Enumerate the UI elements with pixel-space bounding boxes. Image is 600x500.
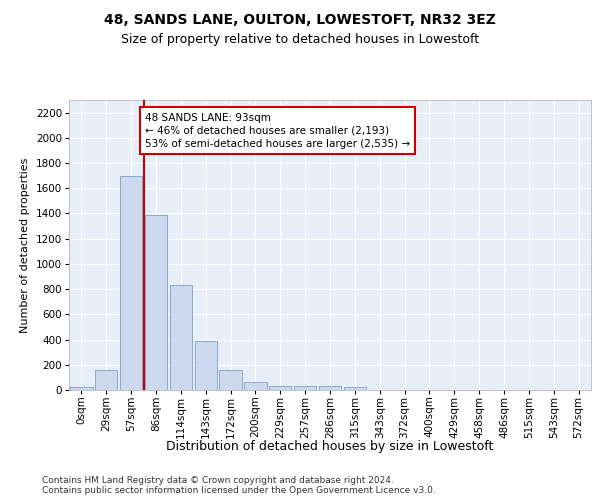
Bar [294, 386, 316, 390]
Bar [95, 370, 118, 390]
Text: Size of property relative to detached houses in Lowestoft: Size of property relative to detached ho… [121, 32, 479, 46]
Bar [70, 388, 92, 390]
Bar [194, 342, 217, 390]
Text: Contains HM Land Registry data © Crown copyright and database right 2024.
Contai: Contains HM Land Registry data © Crown c… [42, 476, 436, 495]
Bar [319, 386, 341, 390]
Y-axis label: Number of detached properties: Number of detached properties [20, 158, 30, 332]
X-axis label: Distribution of detached houses by size in Lowestoft: Distribution of detached houses by size … [166, 440, 494, 454]
Text: 48, SANDS LANE, OULTON, LOWESTOFT, NR32 3EZ: 48, SANDS LANE, OULTON, LOWESTOFT, NR32 … [104, 12, 496, 26]
Bar [120, 176, 142, 390]
Bar [269, 386, 292, 390]
Bar [244, 382, 266, 390]
Bar [170, 284, 192, 390]
Text: 48 SANDS LANE: 93sqm
← 46% of detached houses are smaller (2,193)
53% of semi-de: 48 SANDS LANE: 93sqm ← 46% of detached h… [145, 112, 410, 149]
Bar [344, 388, 366, 390]
Bar [145, 214, 167, 390]
Bar [220, 370, 242, 390]
